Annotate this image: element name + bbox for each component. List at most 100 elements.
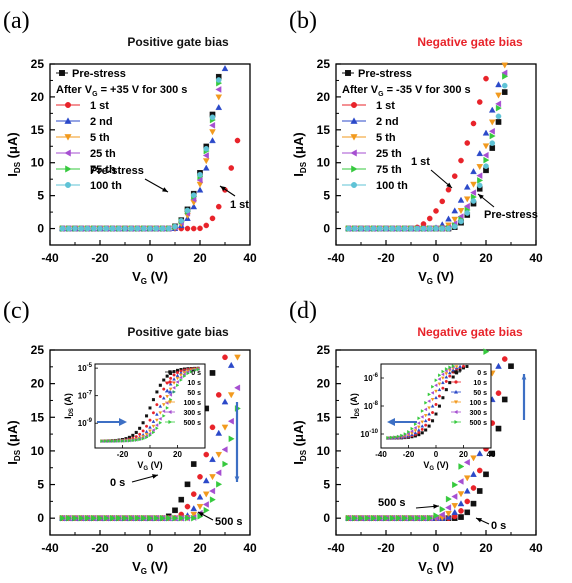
inset-data-point: [148, 429, 152, 433]
data-point: [202, 477, 210, 484]
x-axis-label-main: V: [132, 269, 141, 284]
data-point: [184, 207, 191, 214]
x-tick-label: 0: [147, 251, 154, 265]
data-point: [463, 196, 471, 203]
y-axis-label: IDS (μA): [291, 132, 308, 176]
x-tick-label: -20: [91, 251, 109, 265]
inset-data-point: [154, 423, 159, 427]
inset-data-point: [441, 369, 445, 374]
inset-y-tick-base: 10: [360, 430, 369, 439]
inset-data-point: [162, 414, 166, 418]
data-point: [483, 75, 489, 82]
data-point: [457, 196, 465, 203]
inset-data-point: [400, 433, 404, 438]
panel-label: (c): [3, 298, 30, 324]
data-point: [495, 92, 502, 99]
data-point: [59, 514, 66, 522]
annotation-label: 0 s: [110, 477, 125, 489]
inset-data-point: [427, 392, 432, 397]
inset-y-tick-base: 10: [364, 374, 373, 383]
legend-marker: [350, 117, 358, 124]
x-axis-label-sub: G: [141, 567, 147, 576]
inset-data-point: [448, 365, 452, 370]
data-point: [109, 514, 116, 522]
legend-header-sub: G: [92, 91, 98, 98]
inset-legend-label: 0 s: [191, 370, 201, 377]
data-point: [172, 507, 178, 514]
inset-data-point: [434, 412, 438, 416]
data-point: [128, 225, 135, 232]
inset-data-point: [172, 370, 176, 374]
data-point: [489, 145, 496, 151]
data-point: [202, 158, 210, 165]
data-point: [483, 348, 490, 356]
data-point: [470, 189, 477, 196]
data-point: [464, 509, 471, 516]
inset-data-point: [148, 425, 152, 429]
data-point: [178, 514, 185, 522]
inset-data-point: [434, 402, 438, 406]
data-point: [141, 514, 148, 522]
inset-legend-label: 500 s: [469, 420, 487, 427]
data-point: [196, 504, 204, 510]
inset-data-point: [430, 390, 434, 395]
data-point: [364, 225, 371, 232]
inset-data-point: [427, 406, 431, 410]
data-point: [352, 514, 359, 522]
data-point: [420, 225, 427, 232]
inset-data-point: [161, 409, 166, 414]
inset-y-tick-base: 10: [78, 392, 87, 401]
data-point: [222, 460, 229, 468]
inset-data-point: [427, 418, 431, 422]
data-point: [438, 511, 445, 519]
data-point: [196, 176, 203, 184]
annotation-label: 0 s: [491, 520, 506, 532]
legend-marker: [351, 181, 358, 188]
chart-title: Positive gate bias: [127, 35, 229, 49]
data-point: [122, 225, 128, 232]
inset-data-point: [420, 409, 425, 413]
data-point: [476, 99, 483, 105]
y-axis-label-unit: (μA): [5, 420, 20, 450]
data-point: [221, 424, 229, 431]
inset-data-point: [152, 430, 156, 435]
inset-legend-marker: [167, 409, 172, 415]
panel-label: (b): [289, 8, 317, 34]
inset-y-axis-label: IDS (A): [63, 393, 75, 419]
panel-label: (a): [3, 8, 30, 34]
data-point: [109, 225, 116, 232]
inset-y-axis-unit: (A): [349, 393, 359, 408]
data-point: [196, 493, 204, 500]
legend-label: 2 nd: [90, 116, 113, 128]
x-axis-label-unit: (V): [147, 559, 168, 574]
data-point: [501, 396, 508, 403]
y-axis-label-main: I: [5, 173, 20, 177]
data-point: [389, 225, 396, 232]
inset-y-tick-exp: -10: [369, 429, 378, 435]
inset-legend-marker: [453, 400, 459, 405]
data-point: [140, 225, 147, 232]
data-point: [165, 225, 172, 232]
data-point: [190, 203, 198, 210]
x-axis-label-sub: G: [141, 277, 147, 286]
annotation-arrowhead: [521, 374, 527, 380]
data-point: [215, 104, 223, 111]
inset-data-point: [138, 426, 142, 430]
inset-data-point: [155, 418, 159, 423]
inset-data-point: [438, 373, 442, 378]
y-axis-label-main: I: [5, 461, 20, 465]
y-axis-label-unit: (μA): [5, 132, 20, 162]
data-point: [501, 89, 508, 95]
data-point: [488, 119, 496, 126]
inset-legend-label: 100 s: [183, 400, 201, 407]
data-point: [215, 469, 222, 477]
x-tick-label: 40: [243, 251, 257, 265]
data-point: [451, 503, 459, 510]
data-point: [451, 207, 459, 214]
inset-data-point: [172, 385, 176, 390]
legend: Pre-stress After VG = -35 V for 300 s 1 st…: [342, 68, 471, 192]
inset-x-tick-label: 0: [148, 450, 153, 459]
legend-label: 25 th: [376, 148, 402, 160]
inset-data-point: [151, 411, 155, 415]
